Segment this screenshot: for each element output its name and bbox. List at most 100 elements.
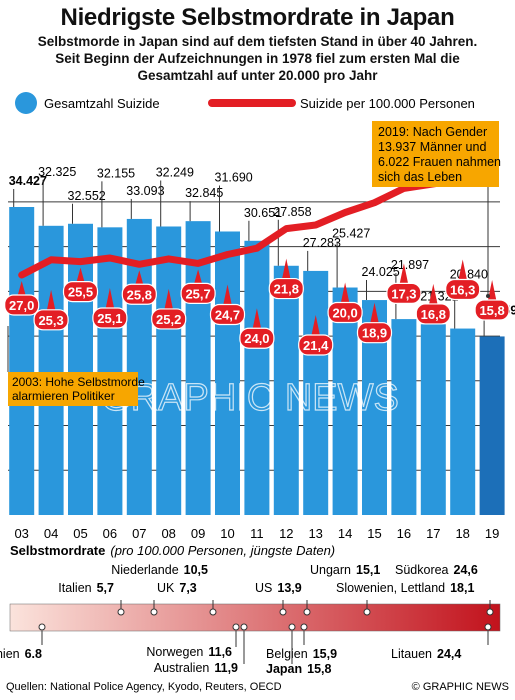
rate-callout: [209, 303, 246, 326]
rate-callout-pointer: [310, 315, 321, 339]
scale-country-value: 11,6: [208, 645, 232, 659]
page-title: Niedrigste Selbstmordrate in Japan: [60, 4, 455, 31]
rate-callout-pointer: [281, 258, 292, 283]
scale-country-name: Niederlande: [111, 563, 178, 577]
scale-country-name: Norwegen: [146, 645, 203, 659]
x-tick-label: 11: [250, 526, 264, 541]
scale-country-name: Südkorea: [395, 563, 449, 577]
bar: [391, 319, 417, 515]
scale-country-label: Spanien 6.8: [0, 647, 42, 661]
bar-value-label: 25.427: [332, 227, 370, 241]
bar-value-label: 32.249: [156, 165, 194, 179]
bar: [244, 240, 270, 515]
rate-callout: [298, 334, 334, 356]
rate-value-label: 25,8: [127, 287, 152, 302]
annotation-2003: 2003: Hohe Selbstmorde alarmieren Politi…: [7, 326, 148, 406]
subtitle: Selbstmorde in Japan sind auf dem tiefst…: [6, 33, 509, 84]
scale-country-label: UK 7,3: [157, 581, 197, 595]
rate-value-label: 27,0: [9, 298, 34, 313]
scale-country-name: Japan: [266, 662, 302, 676]
x-tick-label: 08: [161, 526, 175, 541]
scale-country-name: Belgien: [266, 647, 308, 661]
rate-value-label: 25,2: [156, 312, 181, 327]
scale-country-name: Litauen: [391, 647, 432, 661]
bar: [156, 226, 182, 515]
bar-value-label: 31.690: [215, 170, 253, 184]
scale-country-label: Litauen 24,4: [391, 647, 461, 661]
annotation-2019-line: 6.022 Frauen nahmen: [378, 155, 501, 169]
scale-marker-dot: [232, 623, 240, 631]
rate-callout: [151, 308, 187, 330]
scale-country-name: Australien: [154, 661, 210, 675]
annotation-2019-line: 13.937 Männer und: [378, 140, 486, 154]
scale-country-name: US: [255, 581, 272, 595]
subtitle-line: Selbstmorde in Japan sind auf dem tiefst…: [37, 34, 478, 49]
scale-country-value: 15,8: [307, 662, 331, 676]
scale-country-name: Spanien: [0, 647, 20, 661]
bar-value-label: 33.093: [126, 184, 164, 198]
rate-callout: [62, 281, 99, 303]
scale-country-value: 5,7: [97, 581, 114, 595]
rate-callout: [327, 301, 363, 324]
scale-country-value: 18,1: [450, 581, 474, 595]
scale-country-value: 15,9: [313, 647, 337, 661]
bar: [479, 336, 505, 515]
rate-callout: [33, 309, 69, 331]
rate-value-label: 20,0: [332, 306, 357, 321]
scale-country-label: Norwegen 11,6: [146, 645, 232, 659]
scale-country-value: 13,9: [277, 581, 301, 595]
rate-value-label: 17,3: [391, 286, 416, 301]
bar-value-label: 24.025: [362, 265, 400, 279]
x-tick-label: 15: [367, 526, 381, 541]
scale-country-label: Ungarn 15,1: [310, 563, 380, 577]
annotation-2019-line: 2019: Nach Gender: [378, 125, 487, 139]
bar-value-label: 32.155: [97, 166, 135, 180]
watermark-text: GRAPHIC NEWS: [101, 377, 399, 419]
scale-marker-dot: [484, 623, 492, 631]
x-tick-label: 19: [485, 526, 499, 541]
scale-marker-dot: [288, 623, 296, 631]
svg-text:2019: Nach Gender 13.937: 2019: Nach Gender 13.937 Männer und 6.02…: [378, 125, 505, 184]
rate-callout-pointer: [222, 284, 233, 309]
rate-callout: [415, 303, 451, 325]
subtitle-line: Seit Beginn der Aufzeichnungen in 1978 f…: [55, 51, 460, 66]
rate-callout-pointer: [251, 308, 262, 333]
rate-callout: [239, 327, 275, 349]
rate-value-label: 15,8: [479, 303, 504, 318]
x-tick-label: 04: [44, 526, 58, 541]
annotation-2003-line: 2003: Hohe Selbstmorde: [12, 375, 145, 389]
subtitle-line: Gesamtzahl auf unter 20.000 pro Jahr: [137, 68, 378, 83]
legend-total-label: Gesamtzahl Suizide: [44, 96, 160, 111]
x-tick-label: 03: [14, 526, 28, 541]
scale-country-name: Italien: [58, 581, 91, 595]
bar: [97, 227, 123, 516]
scale-country-value: 15,1: [356, 563, 380, 577]
scale-marker-dot: [209, 608, 217, 616]
scale-title: Selbstmordrate (pro 100.000 Personen, jün…: [10, 543, 335, 558]
scale-marker-dot: [300, 623, 308, 631]
scale-country-value: 24,6: [454, 563, 478, 577]
rate-value-label: 24,7: [215, 307, 240, 322]
rate-value-label: 25,5: [68, 285, 93, 300]
bar: [9, 207, 35, 515]
rate-callout: [474, 299, 510, 321]
bar: [332, 287, 358, 515]
scale-country-label: Australien 11,9: [154, 661, 238, 675]
svg-text:2003: Hohe Selbstmorde a: 2003: Hohe Selbstmorde alarmieren Politi…: [12, 375, 148, 403]
rate-callout-pointer: [398, 263, 409, 288]
scale-country-label: Niederlande 10,5: [111, 563, 208, 577]
scale-country-name: Slowenien, Lettland: [336, 581, 445, 595]
scale-country-label: Südkorea 24,6: [395, 563, 478, 577]
rate-callout-pointer: [487, 280, 498, 304]
scale-marker-dot: [150, 608, 158, 616]
rate-callout: [445, 278, 481, 301]
scale-marker-dot: [240, 623, 248, 631]
rate-callout: [121, 283, 157, 305]
x-tick-label: 13: [308, 526, 322, 541]
scale-country-label: Italien 5,7: [58, 581, 114, 595]
rate-callout-pointer: [340, 282, 351, 307]
rate-callout-pointer: [369, 302, 380, 327]
legend-total-icon: [15, 92, 37, 114]
x-tick-label: 05: [73, 526, 87, 541]
scale-marker-dot: [38, 623, 46, 631]
